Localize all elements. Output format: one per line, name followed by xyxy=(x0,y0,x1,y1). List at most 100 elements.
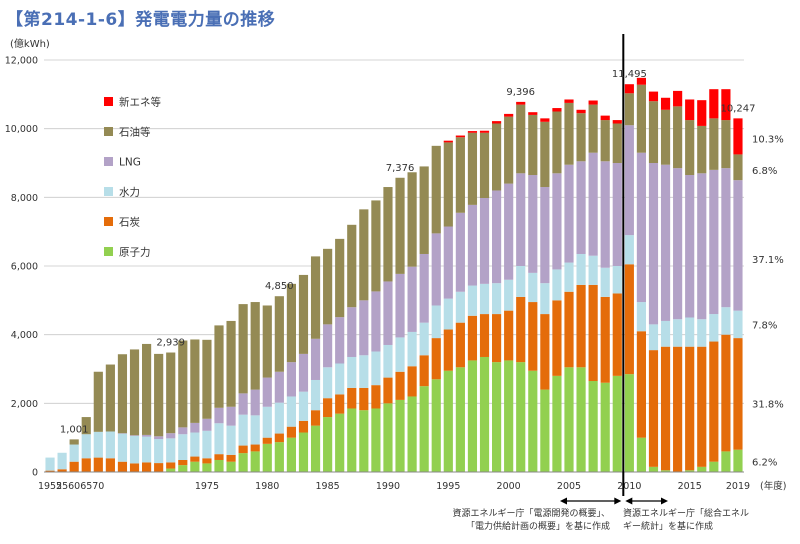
bar-1970-s2 xyxy=(142,436,152,463)
legend-swatch-0 xyxy=(104,97,113,106)
bar-2012-s2 xyxy=(648,324,659,351)
bar-2004-s5 xyxy=(552,108,562,112)
bar-2007-s0 xyxy=(588,381,598,472)
total-label-1991: 7,376 xyxy=(386,163,415,174)
bar-1995-s4 xyxy=(443,142,453,227)
bar-1998-s4 xyxy=(479,132,490,199)
bar-1979-s1 xyxy=(250,444,260,452)
legend-label-4: 石炭 xyxy=(119,217,140,229)
bar-1972-s4 xyxy=(166,352,176,434)
bar-1989-s2 xyxy=(371,351,381,386)
y-tick-label-0: 0 xyxy=(32,468,38,479)
bar-2006-s4 xyxy=(576,113,586,162)
bar-2003-s5 xyxy=(540,118,550,122)
bar-1993-s3 xyxy=(419,253,429,323)
bar-1988-s4 xyxy=(359,209,369,301)
bar-1965-s4 xyxy=(81,417,91,435)
bar-1983-s2 xyxy=(298,391,309,421)
bar-2002-s0 xyxy=(528,370,538,472)
bar-1980-s0 xyxy=(262,443,272,472)
bar-1994-s4 xyxy=(431,145,441,234)
bar-1972-s2 xyxy=(166,438,176,463)
bar-1983-s0 xyxy=(298,432,309,472)
bar-1982-s2 xyxy=(286,396,296,427)
bar-1970-s1 xyxy=(142,462,152,472)
bar-2007-s4 xyxy=(588,104,598,153)
bar-1979-s3 xyxy=(250,389,260,416)
bar-1960-s4 xyxy=(69,439,79,445)
bar-2007-s2 xyxy=(588,255,598,285)
bar-1984-s3 xyxy=(310,338,321,380)
bar-1987-s4 xyxy=(347,224,357,308)
bar-2008-s3 xyxy=(600,161,610,268)
bar-1986-s4 xyxy=(335,238,345,318)
bar-1952-s1 xyxy=(45,470,55,472)
bar-1984-s0 xyxy=(310,425,321,472)
bar-1978-s0 xyxy=(238,453,248,472)
x-tick-label-1990: 1990 xyxy=(376,481,400,492)
bar-1955-s2 xyxy=(57,452,67,470)
bar-2003-s1 xyxy=(540,314,550,390)
bar-2016-s4 xyxy=(697,125,707,174)
bar-1990-s0 xyxy=(383,403,393,472)
bar-2004-s3 xyxy=(552,173,562,270)
bar-1987-s1 xyxy=(347,387,357,409)
bar-2001-s1 xyxy=(516,296,526,363)
bar-1975-s0 xyxy=(202,463,212,472)
y-tick-label-10000: 10,000 xyxy=(5,124,38,135)
bar-2019-s1 xyxy=(733,338,743,450)
bar-1974-s3 xyxy=(190,422,200,433)
bar-2015-s3 xyxy=(685,175,695,318)
bar-1994-s1 xyxy=(431,338,441,380)
bar-1968-s4 xyxy=(117,354,128,434)
bar-1985-s1 xyxy=(323,398,333,418)
bar-1999-s2 xyxy=(492,283,502,315)
bar-2019-s3 xyxy=(733,180,743,311)
bar-1999-s5 xyxy=(492,121,502,124)
x-tick-label-2015: 2015 xyxy=(678,481,702,492)
bar-1965-s1 xyxy=(81,458,91,472)
bar-1978-s2 xyxy=(238,414,248,446)
bar-2009-s3 xyxy=(612,163,622,266)
bar-2001-s4 xyxy=(516,104,526,174)
bar-1974-s2 xyxy=(190,432,200,457)
bar-1980-s3 xyxy=(262,377,272,407)
bar-2017-s5 xyxy=(709,89,719,119)
bar-2002-s2 xyxy=(528,272,538,303)
bar-1990-s4 xyxy=(383,187,393,282)
bar-2009-s0 xyxy=(612,375,622,472)
bar-2012-s1 xyxy=(648,350,659,467)
bar-1997-s4 xyxy=(467,132,478,205)
bar-1986-s1 xyxy=(335,394,345,414)
bar-1996-s1 xyxy=(455,322,465,368)
source-arrow-right-head-right xyxy=(661,497,668,505)
legend-swatch-5 xyxy=(104,247,113,256)
bar-2015-s2 xyxy=(685,317,695,347)
bar-2007-s1 xyxy=(588,284,598,382)
total-label-1981: 4,850 xyxy=(265,281,294,292)
bar-1991-s2 xyxy=(395,337,405,372)
bar-2011-s1 xyxy=(636,331,646,438)
bar-2012-s0 xyxy=(648,466,659,472)
bar-2009-s2 xyxy=(612,266,622,294)
bar-2000-s1 xyxy=(504,310,514,361)
bar-1995-s0 xyxy=(443,370,453,472)
bar-2005-s3 xyxy=(564,164,574,263)
bar-1987-s3 xyxy=(347,307,357,357)
bar-1977-s0 xyxy=(226,461,236,472)
x-tick-label-1952: 1952 xyxy=(38,481,62,492)
bar-2000-s4 xyxy=(504,116,514,184)
x-tick-label-65: 65 xyxy=(80,481,92,492)
source-arrow-right-head-left xyxy=(625,497,633,505)
bar-2010-s1 xyxy=(624,264,634,375)
bar-1978-s3 xyxy=(238,393,248,415)
legend-label-0: 新エネ等 xyxy=(119,96,161,109)
bar-2017-s2 xyxy=(709,314,719,342)
bar-1996-s3 xyxy=(455,212,465,292)
bar-1952-s2 xyxy=(45,457,55,471)
bar-1975-s1 xyxy=(202,458,212,464)
bar-2013-s2 xyxy=(660,320,671,347)
bar-2019-s0 xyxy=(733,449,743,472)
y-tick-label-6000: 6,000 xyxy=(11,262,38,273)
